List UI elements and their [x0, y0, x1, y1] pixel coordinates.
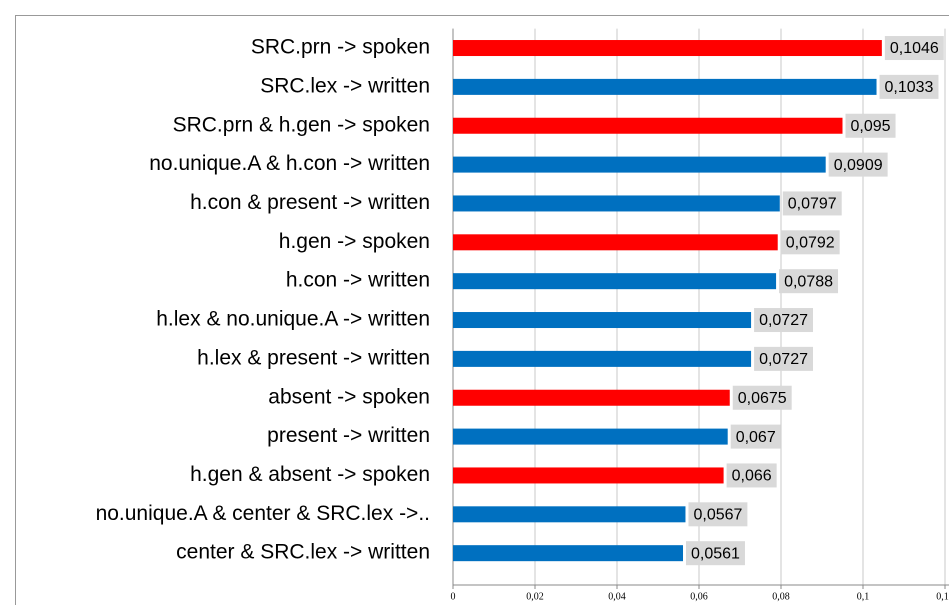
bar — [453, 428, 728, 445]
bar — [453, 78, 877, 95]
value-label: 0,095 — [851, 118, 891, 135]
value-label: 0,0561 — [691, 545, 740, 562]
value-label-bg — [779, 269, 839, 294]
value-label-bg — [686, 541, 745, 566]
x-tick-label: 0,12 — [936, 591, 949, 602]
x-tick-label: 0,04 — [608, 591, 626, 602]
value-label-bg — [726, 463, 777, 488]
bar — [453, 40, 882, 57]
bar — [453, 545, 684, 562]
bar — [453, 156, 826, 173]
value-label-bg — [730, 424, 781, 449]
value-label: 0,1046 — [890, 40, 939, 57]
value-label-bg — [884, 36, 944, 61]
value-label: 0,0727 — [759, 351, 808, 368]
y-tick-label: absent -> spoken — [268, 385, 430, 408]
x-tick-label: 0,06 — [690, 591, 708, 602]
bar — [453, 117, 843, 134]
value-label: 0,067 — [736, 429, 776, 446]
value-label: 0,0567 — [693, 507, 742, 524]
bar — [453, 234, 778, 251]
value-label-bg — [732, 385, 792, 410]
y-tick-label: present -> written — [267, 424, 430, 447]
bar — [453, 312, 752, 329]
bar — [453, 506, 686, 523]
value-label-bg — [879, 74, 939, 99]
value-label: 0,0788 — [784, 273, 833, 290]
value-label: 0,0675 — [738, 390, 787, 407]
y-tick-label: h.con -> written — [286, 269, 430, 292]
value-label: 0,0797 — [788, 196, 837, 213]
bar — [453, 389, 730, 406]
bar — [453, 467, 724, 484]
y-tick-label: no.unique.A & h.con -> written — [149, 152, 430, 175]
value-label-bg — [754, 346, 814, 371]
chart-frame — [15, 15, 949, 605]
bar — [453, 350, 752, 367]
value-label: 0,066 — [732, 468, 772, 485]
x-tick-label: 0 — [451, 591, 456, 602]
value-label: 0,1033 — [885, 79, 934, 96]
y-tick-label: h.gen & absent -> spoken — [190, 463, 430, 486]
value-label: 0,0792 — [786, 235, 835, 252]
value-label: 0,0727 — [759, 312, 808, 329]
y-tick-label: h.lex & present -> written — [197, 346, 430, 369]
value-label-bg — [754, 308, 814, 333]
y-tick-label: h.lex & no.unique.A -> written — [156, 308, 430, 331]
y-tick-label: h.gen -> spoken — [279, 230, 430, 253]
value-label-bg — [780, 230, 840, 255]
y-tick-label: no.unique.A & center & SRC.lex ->.. — [96, 502, 430, 525]
value-label-bg — [688, 502, 748, 527]
y-tick-label: SRC.prn -> spoken — [251, 36, 430, 59]
bar — [453, 273, 777, 290]
x-tick-label: 0,08 — [772, 591, 790, 602]
value-label-bg — [845, 113, 896, 138]
y-tick-label: SRC.prn & h.gen -> spoken — [173, 113, 430, 136]
bar — [453, 195, 780, 212]
value-label-bg — [828, 152, 888, 177]
y-tick-label: center & SRC.lex -> written — [176, 541, 430, 564]
value-label-bg — [782, 191, 842, 216]
x-tick-label: 0,1 — [857, 591, 870, 602]
value-label: 0,0909 — [834, 157, 883, 174]
x-tick-label: 0,02 — [526, 591, 544, 602]
y-tick-label: SRC.lex -> written — [260, 74, 430, 97]
y-tick-label: h.con & present -> written — [190, 191, 430, 214]
